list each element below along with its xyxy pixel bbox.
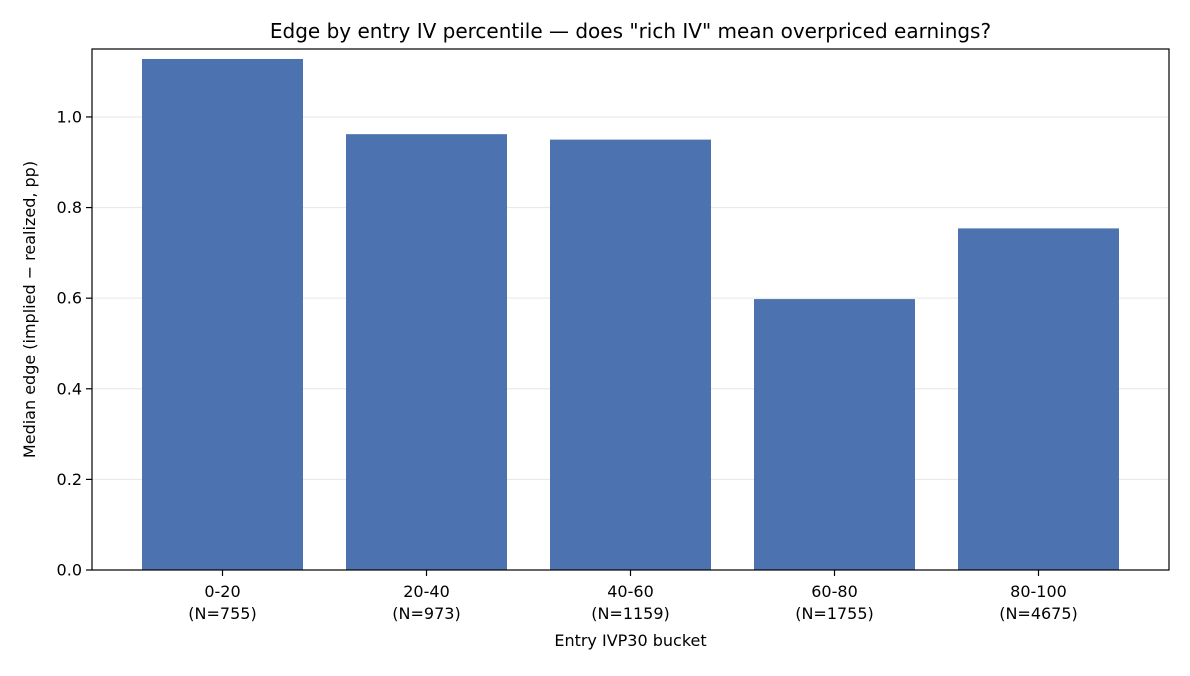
- x-tick-label: 20-40: [403, 582, 450, 601]
- x-tick-count-label: (N=1755): [795, 604, 874, 623]
- chart-title: Edge by entry IV percentile — does "rich…: [270, 19, 991, 43]
- y-tick-label: 0.8: [57, 198, 82, 217]
- bar-20-40: [346, 134, 507, 570]
- y-tick-label: 0.6: [57, 289, 82, 308]
- y-axis-ticks: 0.0 0.2 0.4 0.6 0.8 1.0: [57, 107, 92, 580]
- y-axis-label: Median edge (implied − realized, pp): [20, 161, 39, 458]
- x-tick-label: 80-100: [1010, 582, 1067, 601]
- y-tick-label: 0.2: [57, 470, 82, 489]
- y-tick-label: 0.4: [57, 379, 82, 398]
- x-tick-count-label: (N=4675): [999, 604, 1078, 623]
- bar-80-100: [958, 228, 1119, 570]
- x-tick-label: 0-20: [204, 582, 240, 601]
- x-axis-ticks: 0-20 (N=755) 20-40 (N=973) 40-60 (N=1159) 60-8…: [188, 570, 1078, 623]
- x-axis-label: Entry IVP30 bucket: [554, 631, 706, 650]
- bars: [142, 58, 1119, 571]
- x-tick-count-label: (N=973): [392, 604, 460, 623]
- x-tick-label: 40-60: [607, 582, 654, 601]
- bar-0-20: [142, 58, 303, 571]
- x-tick-count-label: (N=755): [188, 604, 256, 623]
- x-tick-label: 60-80: [811, 582, 858, 601]
- bar-40-60: [550, 139, 711, 570]
- y-tick-label: 0.0: [57, 561, 82, 580]
- x-tick-count-label: (N=1159): [591, 604, 670, 623]
- bar-60-80: [754, 299, 915, 570]
- y-tick-label: 1.0: [57, 107, 82, 126]
